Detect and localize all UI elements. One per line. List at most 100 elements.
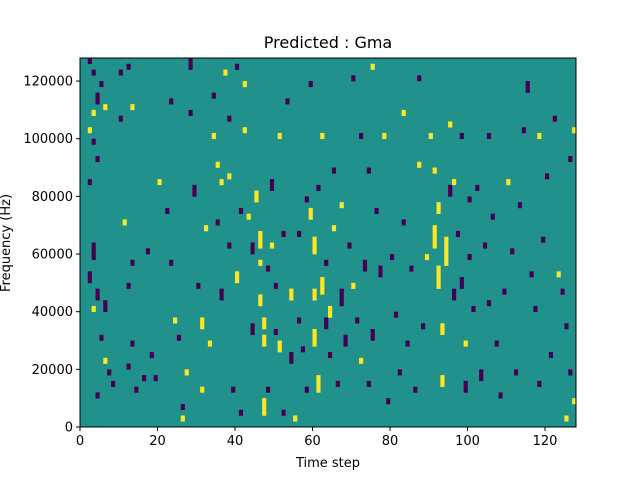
- heatmap-cell: [242, 81, 247, 88]
- heatmap-cell: [118, 115, 123, 122]
- heatmap-cell: [173, 317, 178, 324]
- heatmap-cell: [424, 254, 430, 261]
- heatmap-cell: [572, 398, 577, 405]
- heatmap-cell: [254, 190, 259, 203]
- heatmap-cell: [95, 288, 100, 301]
- heatmap-cell: [463, 380, 468, 393]
- heatmap-cell: [486, 300, 492, 307]
- heatmap-cell: [231, 386, 236, 393]
- heatmap-cell: [153, 375, 158, 382]
- heatmap-cell: [87, 127, 92, 134]
- plot-frame: [79, 57, 577, 428]
- heatmap-cell: [479, 369, 484, 382]
- y-axis-label: Frequency (Hz): [0, 194, 14, 292]
- heatmap-cell: [545, 173, 550, 180]
- heatmap-cell: [211, 132, 216, 140]
- heatmap-cell: [390, 254, 395, 261]
- heatmap-cell: [126, 63, 131, 70]
- heatmap-cell: [463, 340, 468, 347]
- x-tick-label: 80: [382, 434, 399, 449]
- heatmap-cell: [436, 202, 441, 214]
- heatmap-cell: [525, 81, 530, 93]
- heatmap-cell: [320, 277, 325, 295]
- heatmap-cell: [91, 242, 96, 249]
- heatmap-cell: [312, 236, 317, 255]
- y-tick-label: 20000: [32, 363, 73, 378]
- heatmap-cell: [448, 121, 453, 128]
- heatmap-cell: [421, 323, 426, 330]
- heatmap-cell: [200, 386, 205, 393]
- heatmap-cell: [537, 380, 542, 387]
- heatmap-cell: [401, 109, 406, 116]
- heatmap-cell: [328, 352, 333, 359]
- heatmap-cell: [320, 132, 325, 140]
- heatmap-cell: [262, 398, 267, 416]
- heatmap-cell: [145, 248, 151, 255]
- heatmap-cell: [250, 323, 255, 336]
- heatmap-cell: [413, 386, 418, 393]
- heatmap-cell: [510, 248, 515, 255]
- heatmap-cell: [91, 248, 96, 261]
- heatmap-cell: [242, 127, 247, 134]
- heatmap-cell: [289, 352, 294, 364]
- heatmap-cell: [331, 167, 337, 174]
- heatmap-cell: [262, 317, 267, 330]
- heatmap-cell: [87, 179, 92, 186]
- heatmap-cell: [572, 127, 577, 134]
- heatmap-cell: [266, 265, 271, 272]
- heatmap-cell: [281, 409, 286, 416]
- heatmap-cell: [180, 415, 185, 422]
- heatmap-cell: [378, 265, 383, 278]
- x-tick-label: 20: [149, 434, 166, 449]
- x-tick-label: 60: [304, 434, 321, 449]
- heatmap-cell: [339, 202, 344, 209]
- y-tick-label: 120000: [23, 75, 73, 90]
- heatmap-cell: [188, 58, 193, 70]
- heatmap-cell: [211, 92, 216, 99]
- heatmap-cell: [118, 69, 123, 76]
- heatmap-cell: [359, 132, 364, 140]
- heatmap-cell: [506, 179, 511, 186]
- heatmap-cell: [165, 207, 170, 214]
- heatmap-cell: [95, 392, 100, 399]
- heatmap-cell: [541, 236, 546, 243]
- heatmap-cell: [370, 63, 375, 70]
- heatmap-cell: [560, 288, 565, 295]
- heatmap-cell: [436, 265, 441, 289]
- heatmap-cell: [308, 207, 313, 220]
- x-axis-label: Time step: [295, 456, 360, 471]
- heatmap-cell: [91, 138, 96, 145]
- heatmap-cell: [297, 230, 302, 238]
- heatmap-cell: [564, 323, 569, 330]
- heatmap-cell: [277, 340, 282, 353]
- heatmap-cell: [386, 398, 391, 405]
- heatmap-cell: [207, 340, 213, 347]
- heatmap-cell: [219, 288, 224, 301]
- heatmap-cell: [417, 75, 422, 82]
- heatmap-cell: [498, 392, 503, 399]
- heatmap-cell: [293, 415, 298, 422]
- heatmap-cell: [490, 213, 495, 220]
- heatmap-cell: [467, 196, 472, 203]
- heatmap-cell: [269, 242, 275, 249]
- heatmap-cell: [258, 259, 263, 266]
- heatmap-cell: [285, 98, 290, 105]
- heatmap-cell: [297, 317, 302, 324]
- heatmap-cell: [289, 288, 294, 301]
- heatmap-cell: [223, 69, 228, 76]
- heatmap-cell: [312, 288, 317, 301]
- heatmap-cell: [95, 92, 100, 105]
- heatmap-cell: [215, 161, 220, 168]
- heatmap-cell: [517, 202, 523, 209]
- y-tick-label: 100000: [23, 132, 73, 147]
- heatmap-cell: [235, 63, 240, 70]
- heatmap-cell: [219, 179, 224, 186]
- heatmap-cell: [324, 317, 329, 330]
- heatmap-cell: [483, 242, 488, 249]
- heatmap-cell: [176, 334, 182, 341]
- heatmap-cell: [304, 386, 309, 393]
- heatmap-cell: [312, 328, 317, 347]
- heatmap-cell: [397, 369, 402, 376]
- heatmap-cell: [308, 81, 313, 88]
- heatmap-cell: [99, 81, 104, 88]
